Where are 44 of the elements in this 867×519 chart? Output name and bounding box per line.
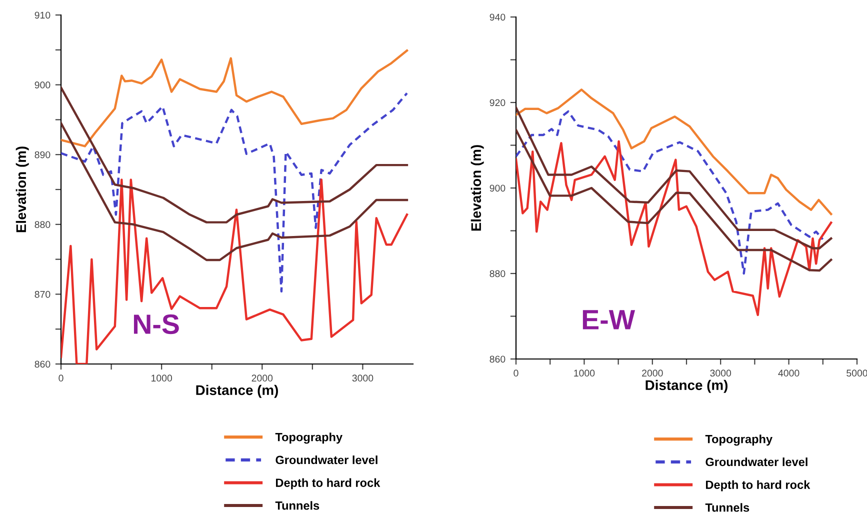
line-series	[61, 178, 408, 364]
x-tick-label: 0	[514, 370, 518, 377]
x-tick-label: 3000	[352, 374, 374, 382]
y-tick-label: 920	[490, 99, 506, 106]
line-series	[61, 49, 408, 148]
line-series	[516, 106, 832, 250]
x-tick-label: 3000	[710, 370, 732, 377]
y-tick-label: 900	[490, 184, 506, 192]
legend-label: Tunnels	[705, 503, 750, 512]
line-series	[516, 88, 832, 216]
line-series	[516, 128, 832, 272]
x-tick-label: 1000	[574, 370, 595, 377]
x-axis-title: Distance (m)	[646, 380, 728, 393]
line-series	[61, 86, 408, 224]
legend-label: Groundwater level	[276, 455, 378, 464]
x-axis-title: Distance (m)	[196, 384, 278, 398]
y-tick-label: 880	[34, 221, 50, 228]
x-tick-label: 4000	[778, 370, 800, 377]
annotation: E-W	[582, 310, 636, 330]
y-tick-label: 940	[490, 14, 506, 21]
y-axis-title: Elevation (m)	[470, 145, 484, 231]
legend-label: Depth to hard rock	[276, 478, 380, 490]
legend-label: Groundwater level	[706, 457, 808, 466]
y-tick-label: 900	[34, 82, 50, 88]
legend-label: Tunnels	[275, 501, 320, 510]
x-tick-label: 1000	[152, 374, 172, 382]
y-tick-label: 860	[34, 360, 50, 368]
line-series	[61, 92, 408, 293]
x-tick-label: 5000	[846, 370, 867, 377]
line-series	[516, 110, 824, 275]
legend-label: Topography	[705, 434, 772, 446]
y-tick-label: 910	[34, 12, 50, 19]
y-tick-label: 890	[34, 151, 50, 158]
x-tick-label: 2000	[642, 370, 663, 377]
y-tick-label: 860	[490, 356, 506, 363]
annotation: N-S	[134, 314, 179, 334]
legend-label: Depth to hard rock	[706, 480, 810, 492]
x-tick-label: 0	[58, 374, 64, 382]
line-series	[61, 122, 408, 262]
x-tick-label: 2000	[252, 374, 273, 382]
legend-label: Topography	[275, 432, 342, 444]
y-axis-title: Elevation (m)	[16, 146, 29, 232]
y-tick-label: 880	[490, 270, 506, 278]
y-tick-label: 870	[34, 290, 50, 298]
